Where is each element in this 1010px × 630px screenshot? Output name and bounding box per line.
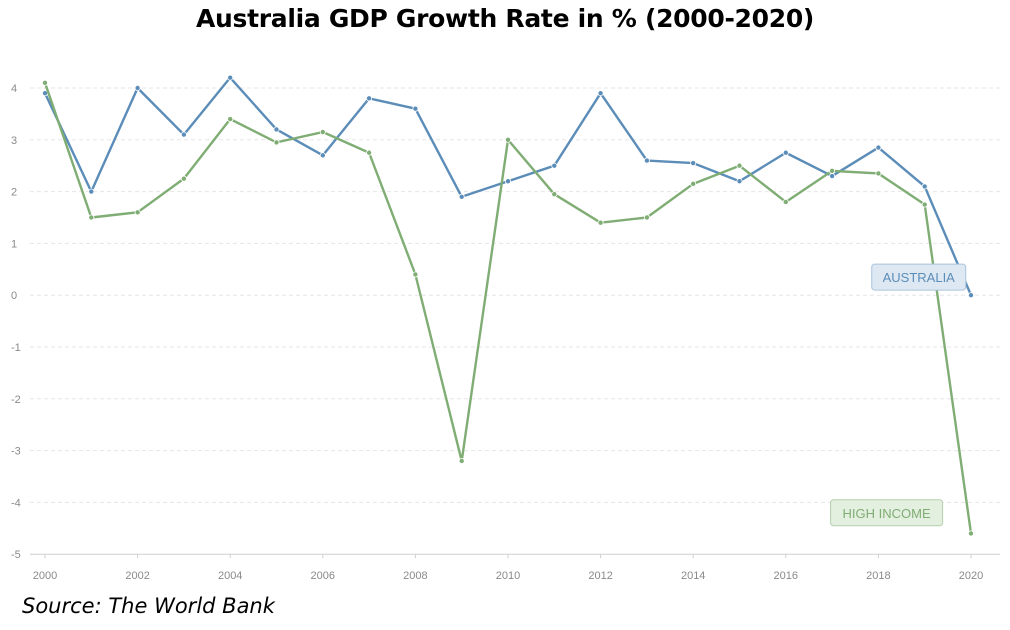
data-point [736,162,743,169]
y-tick-label: -1 [11,342,21,354]
x-tick-label: 2016 [774,570,798,582]
data-point [736,178,743,185]
x-tick-label: 2000 [33,570,57,582]
data-point [597,219,604,226]
data-point [504,178,511,185]
data-point [227,116,234,123]
data-point [134,85,141,92]
data-point [366,149,373,156]
data-point [88,188,95,195]
data-point [180,175,187,182]
x-tick-label: 2014 [681,570,705,582]
data-point [551,162,558,169]
data-point [42,79,49,86]
x-tick-label: 2020 [959,570,983,582]
data-point [319,152,326,159]
high-income-series-label: HIGH INCOME [830,499,944,527]
y-tick-label: -5 [11,549,21,561]
x-tick-label: 2012 [588,570,612,582]
series-layer [42,74,975,537]
series-line-australia [43,76,973,297]
data-point [597,90,604,97]
data-point [782,198,789,205]
series-label-text: AUSTRALIA [883,270,956,285]
y-tick-label: -3 [11,446,21,458]
y-tick-label: -4 [11,497,21,509]
data-point [690,180,697,187]
data-point [921,201,928,208]
data-point [273,126,280,133]
data-point [366,95,373,102]
data-point [968,530,975,537]
data-point [551,191,558,198]
data-point [875,144,882,151]
x-tick-label: 2004 [218,570,242,582]
x-tick-label: 2006 [311,570,335,582]
y-tick-label: 2 [11,187,17,199]
data-point [829,173,836,180]
data-point [504,136,511,143]
series-labels: AUSTRALIA HIGH INCOME [830,263,967,527]
source-note: Source: The World Bank [22,594,275,618]
series-label-text: HIGH INCOME [843,506,931,521]
y-tick-label: 0 [11,290,17,302]
data-point [875,170,882,177]
data-point [921,183,928,190]
data-point [412,105,419,112]
y-axis-ticks: 4 3 2 1 0 -1 -2 -3 -4 -5 [11,83,21,561]
data-point [782,149,789,156]
series-label-box [871,263,967,291]
data-point [643,157,650,164]
series-line-high-income [43,81,973,535]
x-tick-label: 2002 [125,570,149,582]
x-tick-label: 2008 [403,570,427,582]
data-point [458,457,465,464]
data-point [227,74,234,81]
data-point [690,160,697,167]
x-tick-label: 2010 [496,570,520,582]
data-point [88,214,95,221]
data-point [829,167,836,174]
y-tick-label: 4 [11,83,17,95]
data-point [968,292,975,299]
y-tick-label: -2 [11,394,21,406]
data-point [273,139,280,146]
x-tick-label: 2018 [866,570,890,582]
data-point [412,271,419,278]
data-point [134,209,141,216]
series-label-box [830,499,944,527]
y-tick-label: 1 [11,238,17,250]
data-point [458,193,465,200]
chart-title: Australia GDP Growth Rate in % (2000-202… [195,4,815,33]
x-axis-ticks: 2000 2002 2004 2006 2008 2010 2012 2014 2016 2018… [33,554,983,582]
data-point [643,214,650,221]
data-point [180,131,187,138]
data-point [319,129,326,136]
grid-layer [30,87,1000,555]
australia-series-label: AUSTRALIA [871,263,967,291]
y-tick-label: 3 [11,135,17,147]
